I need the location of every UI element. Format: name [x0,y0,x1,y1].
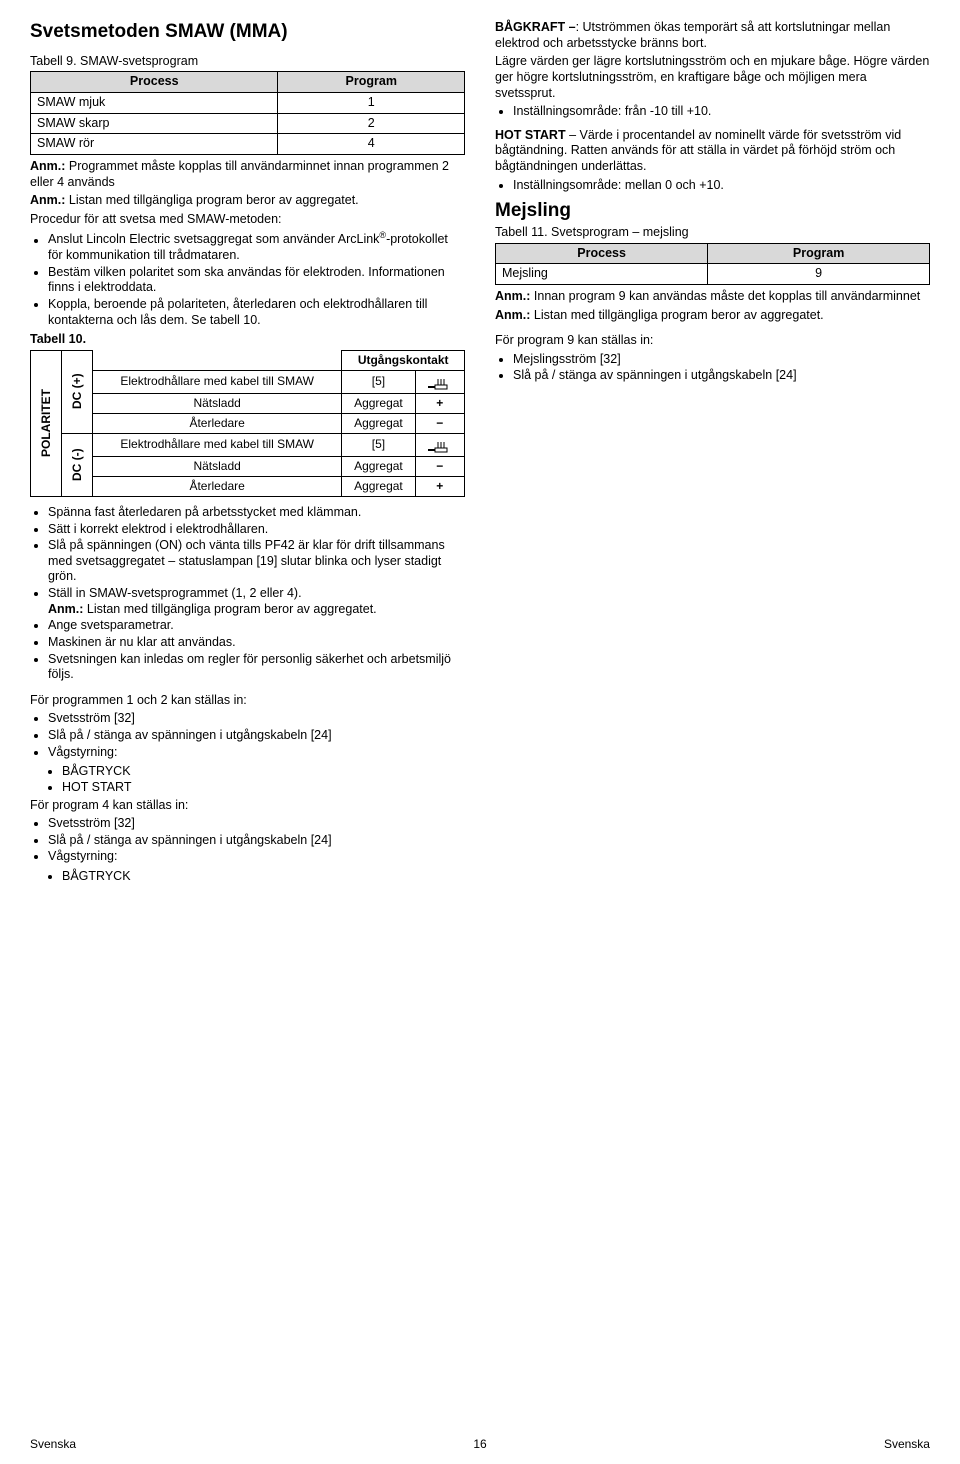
table-row: Mejsling9 [496,264,930,285]
hotstart-list: Inställningsområde: mellan 0 och +10. [495,178,930,194]
row-val: Aggregat [342,476,415,496]
plus-icon: + [415,393,465,413]
mejsling-title: Mejsling [495,199,930,223]
list-item: Vågstyrning: [48,849,465,865]
prog4-head: För program 4 kan ställas in: [30,798,465,814]
table10-caption: Tabell 10. [30,332,465,348]
list-item: Anslut Lincoln Electric svetsaggregat so… [48,230,465,263]
row-val: Aggregat [342,393,415,413]
dc-minus-label: DC (-) [62,433,93,496]
procedure-list: Anslut Lincoln Electric svetsaggregat so… [30,230,465,328]
list-item: Ställ in SMAW-svetsprogrammet (1, 2 elle… [48,586,465,617]
output-head: Utgångskontakt [342,350,465,370]
row-label: Nätsladd [93,393,342,413]
list-item: Bestäm vilken polaritet som ska användas… [48,265,465,296]
row-val: [5] [342,370,415,393]
procedure-head: Procedur för att svetsa med SMAW-metoden… [30,212,465,228]
list-item: Slå på spänningen (ON) och vänta tills P… [48,538,465,585]
t9-h2: Program [278,72,465,93]
row-val: Aggregat [342,456,415,476]
row-label: Elektrodhållare med kabel till SMAW [93,370,342,393]
connector-icon [415,370,465,393]
prog12-list: Svetsström [32] Slå på / stänga av spänn… [30,711,465,760]
list-item: Inställningsområde: mellan 0 och +10. [513,178,930,194]
table10-polarity: POLARITET DC (+) Utgångskontakt Elektrod… [30,350,465,497]
table-row: SMAW mjuk1 [31,93,465,114]
connector-icon [415,433,465,456]
page-footer: Svenska 16 Svenska [30,1417,930,1452]
note: Anm.: Programmet måste kopplas till anvä… [30,159,465,190]
note: Anm.: Listan med tillgängliga program be… [30,193,465,209]
prog12-sublist: BÅGTRYCK HOT START [30,764,465,795]
bagkraft-para2: Lägre värden ger lägre kortslutningsströ… [495,54,930,101]
list-item: Inställningsområde: från -10 till +10. [513,104,930,120]
table11: ProcessProgram Mejsling9 [495,243,930,285]
prog12-head: För programmen 1 och 2 kan ställas in: [30,693,465,709]
list-item: Spänna fast återledaren på arbetsstycket… [48,505,465,521]
list-item: Svetsström [32] [48,711,465,727]
minus-icon: − [415,456,465,476]
list-item: Ange svetsparametrar. [48,618,465,634]
row-label: Återledare [93,476,342,496]
list-item: Slå på / stänga av spänningen i utgångsk… [48,833,465,849]
row-val: [5] [342,433,415,456]
hotstart-para: HOT START – Värde i procentandel av nomi… [495,128,930,175]
list-item: Sätt i korrekt elektrod i elektrodhållar… [48,522,465,538]
footer-right: Svenska [884,1437,930,1452]
table11-caption: Tabell 11. Svetsprogram – mejsling [495,225,930,241]
list-item: BÅGTRYCK [62,764,465,780]
t11-h2: Program [708,243,930,264]
dc-plus-label: DC (+) [62,350,93,433]
t11-h1: Process [496,243,708,264]
row-val: Aggregat [342,413,415,433]
list-item: Svetsningen kan inledas om regler för pe… [48,652,465,683]
after-list: Spänna fast återledaren på arbetsstycket… [30,505,465,683]
list-item: Vågstyrning: [48,745,465,761]
list-item: HOT START [62,780,465,796]
prog9-head: För program 9 kan ställas in: [495,333,930,349]
footer-left: Svenska [30,1437,76,1452]
footer-page: 16 [473,1437,486,1452]
table9: ProcessProgram SMAW mjuk1 SMAW skarp2 SM… [30,71,465,155]
list-item: Svetsström [32] [48,816,465,832]
note: Anm.: Innan program 9 kan användas måste… [495,289,930,305]
list-item: BÅGTRYCK [62,869,465,885]
polarity-side-label: POLARITET [31,350,62,496]
plus-icon: + [415,476,465,496]
list-item: Koppla, beroende på polariteten, återled… [48,297,465,328]
bagkraft-para: BÅGKRAFT –: Utströmmen ökas temporärt så… [495,20,930,51]
prog4-list: Svetsström [32] Slå på / stänga av spänn… [30,816,465,865]
table-row: SMAW skarp2 [31,113,465,134]
note: Anm.: Listan med tillgängliga program be… [495,308,930,324]
list-item: Slå på / stänga av spänningen i utgångsk… [48,728,465,744]
table-row: SMAW rör4 [31,134,465,155]
list-item: Maskinen är nu klar att användas. [48,635,465,651]
row-label: Återledare [93,413,342,433]
list-item: Slå på / stänga av spänningen i utgångsk… [513,368,930,384]
row-label: Elektrodhållare med kabel till SMAW [93,433,342,456]
section-title: Svetsmetoden SMAW (MMA) [30,20,465,44]
list-item: Mejslingsström [32] [513,352,930,368]
bagkraft-list: Inställningsområde: från -10 till +10. [495,104,930,120]
row-label: Nätsladd [93,456,342,476]
prog4-sublist: BÅGTRYCK [30,869,465,885]
t9-h1: Process [31,72,278,93]
prog9-list: Mejslingsström [32] Slå på / stänga av s… [495,352,930,384]
minus-icon: − [415,413,465,433]
table9-caption: Tabell 9. SMAW-svetsprogram [30,54,465,70]
